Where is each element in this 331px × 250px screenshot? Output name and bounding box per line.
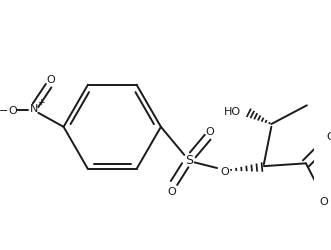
Text: HO: HO bbox=[223, 106, 241, 117]
Text: O: O bbox=[326, 132, 331, 142]
Text: −: − bbox=[0, 106, 8, 116]
Text: S: S bbox=[185, 154, 193, 166]
Text: O: O bbox=[205, 126, 214, 136]
Text: N: N bbox=[29, 104, 38, 114]
Text: O: O bbox=[220, 166, 229, 176]
Text: O: O bbox=[46, 75, 55, 85]
Text: +: + bbox=[37, 98, 45, 107]
Text: O: O bbox=[9, 106, 18, 116]
Text: O: O bbox=[168, 187, 176, 196]
Text: O: O bbox=[319, 196, 328, 206]
